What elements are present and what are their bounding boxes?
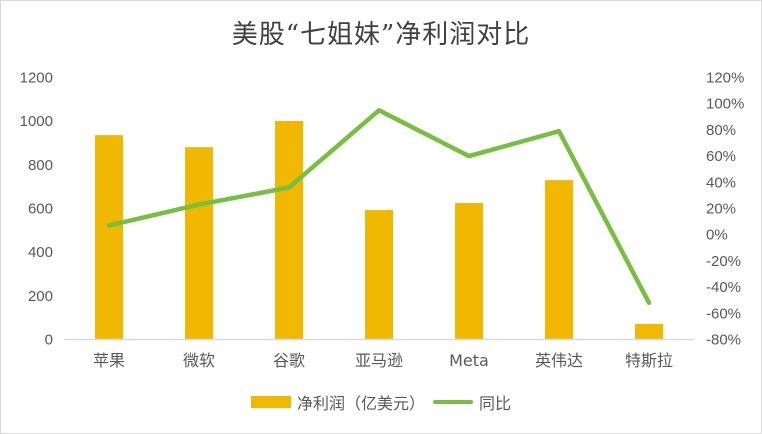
bar-swatch-icon	[250, 396, 291, 408]
category-label: 苹果	[93, 351, 125, 370]
left-axis-tick: 1000	[20, 113, 53, 130]
legend-label-yoy: 同比	[479, 394, 512, 413]
bar-net-profit	[545, 180, 573, 340]
legend-item-net-profit: 净利润（亿美元）	[250, 390, 425, 414]
category-label: 亚马逊	[355, 351, 403, 370]
category-label: 特斯拉	[625, 351, 673, 370]
chart-legend: 净利润（亿美元） 同比	[0, 390, 762, 414]
category-label: 谷歌	[273, 351, 305, 370]
left-axis-tick: 800	[28, 157, 53, 174]
bar-net-profit	[365, 210, 393, 340]
left-axis-tick: 0	[45, 332, 53, 349]
legend-item-yoy: 同比	[433, 390, 511, 414]
chart-title: 美股“七姐妹”净利润对比	[231, 20, 531, 50]
left-axis-tick: 1200	[20, 70, 53, 87]
right-axis-tick: 80%	[706, 122, 736, 139]
bar-net-profit	[185, 147, 213, 340]
legend-label-net-profit: 净利润（亿美元）	[296, 394, 425, 413]
right-axis-tick: -20%	[706, 253, 741, 270]
left-axis-tick: 400	[28, 244, 53, 261]
right-axis-tick: 40%	[706, 174, 736, 191]
category-label: Meta	[449, 351, 489, 370]
category-label: 英伟达	[535, 351, 583, 370]
right-axis-tick: -80%	[706, 332, 741, 349]
right-axis-tick: 20%	[706, 201, 736, 218]
category-label: 微软	[183, 351, 215, 370]
line-yoy	[106, 108, 652, 306]
right-axis-tick: -40%	[706, 279, 741, 296]
left-axis-tick: 600	[28, 201, 53, 218]
bar-net-profit	[275, 120, 303, 340]
bar-net-profit	[635, 323, 663, 340]
right-axis-tick: 120%	[706, 70, 744, 87]
left-axis-tick: 200	[28, 288, 53, 305]
right-axis-tick: 100%	[706, 96, 744, 113]
bar-net-profit	[95, 135, 123, 340]
line-swatch-icon	[433, 400, 473, 404]
right-axis-tick: 0%	[706, 227, 728, 244]
right-axis-tick: 60%	[706, 148, 736, 165]
right-axis-tick: -60%	[706, 305, 741, 322]
bar-net-profit	[455, 203, 483, 340]
